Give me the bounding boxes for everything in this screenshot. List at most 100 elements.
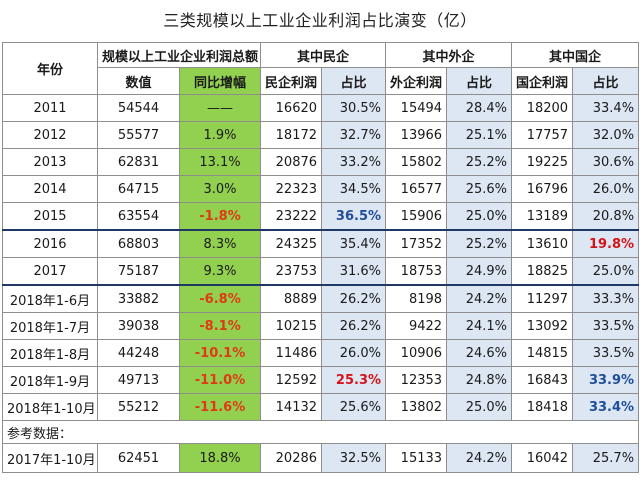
cell-state-share: 26.0%	[572, 175, 640, 203]
header-value: 数值	[97, 67, 180, 95]
cell-private-share: 26.0%	[321, 339, 387, 367]
table-row: 2018年1-8月 44248 -10.1% 11486 26.0% 10906…	[2, 339, 640, 367]
cell-state-share: 33.3%	[572, 284, 640, 313]
header-total-group: 规模以上工业企业利润总额	[96, 42, 262, 68]
table-row: 2012 55577 1.9% 18172 32.7% 13966 25.1% …	[2, 121, 640, 149]
header-state-profit: 国企利润	[511, 67, 574, 95]
cell-year: 2017年1-10月	[2, 443, 98, 473]
cell-foreign-share: 24.9%	[446, 257, 513, 286]
cell-private-profit: 12592	[260, 366, 323, 394]
cell-value: 64715	[97, 175, 180, 203]
cell-value: 33882	[97, 284, 180, 313]
cell-yoy: 18.8%	[178, 443, 262, 473]
cell-value: 62451	[97, 443, 180, 473]
header-private-profit: 民企利润	[260, 67, 323, 95]
cell-state-profit: 13092	[511, 312, 574, 340]
table-row: 2018年1-6月 33882 -6.8% 8889 26.2% 8198 24…	[2, 284, 640, 313]
header-private-share: 占比	[321, 67, 387, 95]
cell-private-share: 33.2%	[321, 148, 387, 176]
cell-year: 2018年1-7月	[2, 312, 98, 340]
cell-private-profit: 14132	[260, 393, 323, 421]
cell-private-share: 25.6%	[321, 393, 387, 421]
cell-foreign-share: 24.8%	[446, 366, 513, 394]
cell-value: 55212	[97, 393, 180, 421]
header-private-group: 其中民企	[260, 42, 387, 68]
cell-foreign-share: 28.4%	[446, 94, 513, 122]
cell-yoy: 8.3%	[178, 229, 262, 258]
cell-state-share: 33.9%	[572, 366, 640, 394]
cell-private-share: 32.7%	[321, 121, 387, 149]
cell-yoy: -10.1%	[178, 339, 262, 367]
cell-foreign-profit: 9422	[385, 312, 448, 340]
cell-value: 68803	[97, 229, 180, 258]
cell-private-profit: 22323	[260, 175, 323, 203]
cell-foreign-profit: 15906	[385, 202, 448, 231]
cell-foreign-profit: 16577	[385, 175, 448, 203]
cell-foreign-share: 24.2%	[446, 284, 513, 313]
cell-foreign-share: 24.2%	[446, 443, 513, 473]
cell-state-share: 30.6%	[572, 148, 640, 176]
cell-private-profit: 18172	[260, 121, 323, 149]
cell-foreign-share: 25.0%	[446, 202, 513, 231]
cell-private-profit: 23222	[260, 202, 323, 231]
cell-foreign-profit: 13966	[385, 121, 448, 149]
cell-value: 75187	[97, 257, 180, 286]
cell-state-profit: 18825	[511, 257, 574, 286]
cell-private-share: 35.4%	[321, 229, 387, 258]
cell-private-profit: 24325	[260, 229, 323, 258]
table-row: 2015 63554 -1.8% 23222 36.5% 15906 25.0%…	[2, 202, 640, 231]
header-foreign-share: 占比	[446, 67, 513, 95]
cell-state-profit: 18200	[511, 94, 574, 122]
cell-value: 55577	[97, 121, 180, 149]
cell-foreign-profit: 17352	[385, 229, 448, 258]
cell-year: 2015	[2, 202, 98, 231]
cell-foreign-share: 25.2%	[446, 229, 513, 258]
cell-private-share: 34.5%	[321, 175, 387, 203]
cell-yoy: -8.1%	[178, 312, 262, 340]
table-row: 2018年1-7月 39038 -8.1% 10215 26.2% 9422 2…	[2, 312, 640, 340]
cell-foreign-profit: 18753	[385, 257, 448, 286]
header-row-columns: 数值 同比增幅 民企利润 占比 外企利润 占比 国企利润 占比	[3, 67, 640, 95]
cell-private-profit: 8889	[260, 284, 323, 313]
cell-yoy: -11.0%	[178, 366, 262, 394]
cell-foreign-profit: 15494	[385, 94, 448, 122]
cell-state-share: 33.5%	[572, 312, 640, 340]
table-row: 2017 75187 9.3% 23753 31.6% 18753 24.9% …	[2, 257, 640, 286]
cell-state-profit: 13189	[511, 202, 574, 231]
cell-state-profit: 16042	[511, 443, 574, 473]
header-year: 年份	[2, 42, 98, 95]
cell-yoy: ——	[178, 94, 262, 122]
cell-year: 2012	[2, 121, 98, 149]
cell-year: 2014	[2, 175, 98, 203]
cell-value: 54544	[97, 94, 180, 122]
cell-private-profit: 23753	[260, 257, 323, 286]
cell-state-profit: 11297	[511, 284, 574, 313]
header-yoy: 同比增幅	[178, 67, 262, 95]
cell-state-profit: 14815	[511, 339, 574, 367]
cell-state-profit: 16843	[511, 366, 574, 394]
cell-foreign-profit: 13802	[385, 393, 448, 421]
table-row: 2018年1-10月 55212 -11.6% 14132 25.6% 1380…	[2, 393, 640, 421]
cell-foreign-share: 25.1%	[446, 121, 513, 149]
cell-foreign-share: 25.6%	[446, 175, 513, 203]
cell-foreign-profit: 12353	[385, 366, 448, 394]
cell-state-profit: 13610	[511, 229, 574, 258]
cell-state-share: 33.5%	[572, 339, 640, 367]
cell-foreign-share: 25.2%	[446, 148, 513, 176]
cell-year: 2011	[2, 94, 98, 122]
cell-state-share: 25.0%	[572, 257, 640, 286]
header-state-group: 其中国企	[511, 42, 640, 68]
table-title: 三类规模以上工业企业利润占比演变（亿）	[163, 11, 477, 30]
cell-private-profit: 20876	[260, 148, 323, 176]
cell-private-share: 31.6%	[321, 257, 387, 286]
cell-year: 2017	[2, 257, 98, 286]
cell-private-share: 32.5%	[321, 443, 387, 473]
cell-state-profit: 19225	[511, 148, 574, 176]
cell-year: 2016	[2, 229, 98, 258]
cell-year: 2018年1-8月	[2, 339, 98, 367]
cell-value: 63554	[97, 202, 180, 231]
header-foreign-group: 其中外企	[385, 42, 513, 68]
cell-foreign-profit: 15133	[385, 443, 448, 473]
cell-foreign-share: 25.0%	[446, 393, 513, 421]
table-row: 2013 62831 13.1% 20876 33.2% 15802 25.2%…	[2, 148, 640, 176]
